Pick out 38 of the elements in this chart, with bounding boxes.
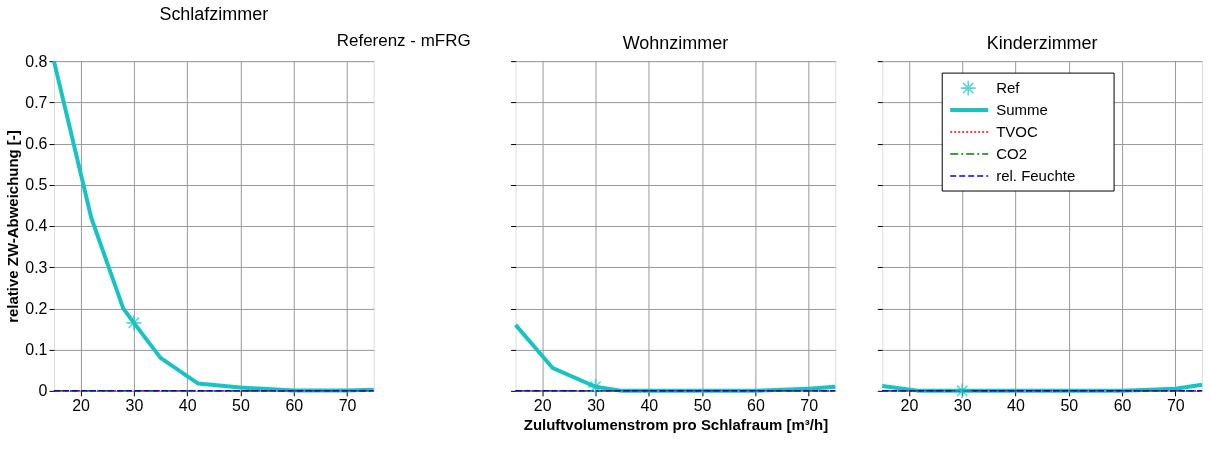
x-tick-label: 70 bbox=[800, 397, 819, 415]
legend-label: rel. Feuchte bbox=[996, 167, 1076, 185]
x-tick-label: 50 bbox=[1060, 397, 1079, 415]
chart-title: Wohnzimmer bbox=[622, 32, 729, 53]
x-tick-label: 40 bbox=[178, 397, 197, 415]
x-tick-label: 20 bbox=[900, 397, 919, 415]
y-tick-label: 0.4 bbox=[25, 217, 48, 235]
y-tick-label: 0.7 bbox=[25, 93, 48, 111]
y-tick-label: 0.6 bbox=[25, 135, 48, 153]
legend-label: Summe bbox=[996, 101, 1048, 119]
x-tick-label: 60 bbox=[1113, 397, 1132, 415]
legend-label: Ref bbox=[996, 79, 1021, 97]
y-tick-label: 0.1 bbox=[25, 341, 48, 359]
chart-title: Kinderzimmer bbox=[986, 32, 1098, 53]
x-tick-label: 60 bbox=[285, 397, 304, 415]
x-tick-label: 50 bbox=[693, 397, 712, 415]
y-tick-label: 0 bbox=[38, 382, 48, 400]
x-tick-label: 70 bbox=[1166, 397, 1185, 415]
chart-title: Schlafzimmer bbox=[159, 4, 269, 25]
y-tick-label: 0.2 bbox=[25, 299, 48, 317]
x-tick-label: 40 bbox=[1007, 397, 1025, 415]
x-axis-title: Zuluftvolumenstrom pro Schlafraum [m³/h] bbox=[523, 416, 829, 434]
x-tick-label: 30 bbox=[953, 397, 972, 415]
x-tick-label: 50 bbox=[232, 397, 250, 415]
x-tick-label: 20 bbox=[533, 397, 552, 415]
x-tick-label: 30 bbox=[125, 397, 144, 415]
y-tick-label: 0.3 bbox=[25, 258, 48, 276]
y-tick-label: 0.8 bbox=[25, 52, 48, 70]
x-tick-label: 70 bbox=[338, 397, 357, 415]
y-tick-label: 0.5 bbox=[25, 176, 48, 194]
y-axis-title: relative ZW-Abweichung [-] bbox=[4, 130, 22, 323]
x-tick-label: 30 bbox=[587, 397, 606, 415]
legend-label: CO2 bbox=[996, 145, 1027, 163]
x-tick-label: 20 bbox=[72, 397, 91, 415]
text: Referenz - mFRG bbox=[336, 31, 471, 51]
x-tick-label: 40 bbox=[640, 397, 659, 415]
x-tick-label: 60 bbox=[746, 397, 765, 415]
legend-label: TVOC bbox=[996, 123, 1038, 141]
